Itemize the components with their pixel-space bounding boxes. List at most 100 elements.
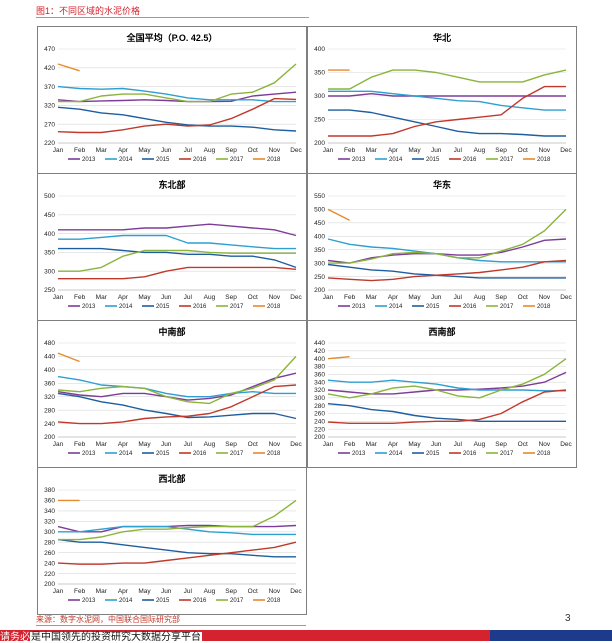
series-line-2013 — [57, 524, 297, 533]
legend-label: 2018 — [537, 304, 551, 310]
chart-svg: 西北部 200 220 240 260 280 300 320 340 360 380 Jan Feb M… — [44, 473, 302, 604]
series-line-2017 — [58, 499, 297, 541]
chart-panel-central-south: 中南部 200 240 280 320 360 400 440 480 Jan Feb Mar Apr M… — [37, 320, 307, 468]
x-tick-label: Apr — [118, 294, 129, 301]
x-tick-label: Sep — [225, 147, 237, 154]
y-tick-label: 370 — [44, 84, 55, 91]
y-tick-label: 240 — [314, 419, 325, 426]
y-tick-label: 440 — [44, 354, 55, 361]
legend-label: 2016 — [193, 451, 207, 457]
x-tick-label: Mar — [366, 147, 378, 154]
x-tick-label: Jan — [323, 294, 334, 301]
figure-title-rule — [36, 17, 309, 18]
series-line-2013 — [57, 91, 297, 103]
legend-label: 2013 — [82, 157, 96, 163]
series-line-2016 — [57, 97, 297, 134]
x-tick-label: Apr — [118, 441, 129, 448]
series-line-2016 — [58, 266, 297, 280]
series-line-2016 — [328, 85, 566, 137]
x-tick-label: Dec — [560, 147, 572, 154]
x-tick-label: Mar — [96, 294, 108, 301]
x-tick-label: Apr — [388, 147, 399, 154]
x-tick-label: Dec — [290, 147, 302, 154]
x-tick-label: Dec — [560, 441, 572, 448]
x-tick-label: Dec — [290, 588, 302, 595]
x-tick-label: Sep — [225, 294, 237, 301]
y-tick-label: 400 — [314, 46, 325, 53]
legend-label: 2016 — [463, 451, 477, 457]
x-tick-label: Nov — [539, 441, 551, 448]
y-tick-label: 250 — [44, 287, 55, 294]
y-tick-label: 200 — [314, 287, 325, 294]
y-tick-label: 550 — [314, 193, 325, 200]
x-tick-label: Aug — [204, 588, 216, 595]
x-tick-label: Feb — [344, 147, 356, 154]
y-tick-label: 320 — [44, 394, 55, 401]
chart-panel-national: 全国平均（P.O. 42.5） 220 270 320 370 420 470 Jan Feb M… — [37, 26, 307, 174]
legend-label: 2014 — [389, 304, 403, 310]
y-tick-label: 400 — [44, 367, 55, 374]
x-tick-label: Jul — [184, 147, 193, 154]
x-tick-label: Jul — [184, 294, 193, 301]
y-tick-label: 280 — [314, 403, 325, 410]
legend-label: 2016 — [193, 598, 207, 604]
x-tick-label: Sep — [495, 441, 507, 448]
legend-label: 2017 — [230, 598, 244, 604]
legend-label: 2013 — [82, 451, 96, 457]
legend-label: 2018 — [267, 451, 281, 457]
series-line-2016 — [57, 384, 297, 425]
y-tick-label: 280 — [44, 407, 55, 414]
x-tick-label: Dec — [290, 294, 302, 301]
x-tick-label: Aug — [474, 294, 486, 301]
chart-svg: 西南部 2002202402602803003203403603804004204… — [314, 326, 572, 457]
x-tick-label: Jul — [454, 441, 463, 448]
series-line-2018 — [57, 63, 80, 72]
x-tick-label: Aug — [474, 147, 486, 154]
y-tick-label: 300 — [44, 529, 55, 536]
legend-label: 2018 — [267, 304, 281, 310]
x-tick-label: May — [408, 441, 421, 448]
legend-label: 2015 — [426, 451, 440, 457]
series-line-2017 — [328, 208, 567, 264]
legend-label: 2018 — [537, 157, 551, 163]
legend-label: 2016 — [193, 157, 207, 163]
x-tick-label: Mar — [366, 294, 378, 301]
y-tick-label: 340 — [314, 379, 325, 386]
legend-label: 2014 — [119, 598, 133, 604]
y-tick-label: 450 — [314, 220, 325, 227]
y-tick-label: 200 — [314, 434, 325, 441]
x-tick-label: Mar — [96, 147, 108, 154]
x-tick-label: Nov — [269, 147, 281, 154]
y-tick-label: 300 — [314, 260, 325, 267]
x-tick-label: Jun — [431, 441, 442, 448]
y-tick-label: 350 — [314, 247, 325, 254]
y-tick-label: 220 — [44, 140, 55, 147]
y-tick-label: 400 — [314, 233, 325, 240]
x-tick-label: Jul — [184, 588, 193, 595]
y-tick-label: 350 — [44, 250, 55, 257]
y-tick-label: 240 — [44, 421, 55, 428]
legend-label: 2016 — [463, 304, 477, 310]
x-tick-label: Feb — [74, 147, 86, 154]
x-tick-label: May — [138, 294, 151, 301]
y-tick-label: 200 — [44, 434, 55, 441]
legend-label: 2014 — [389, 451, 403, 457]
legend-label: 2018 — [537, 451, 551, 457]
x-tick-label: Sep — [225, 588, 237, 595]
y-tick-label: 260 — [314, 411, 325, 418]
x-tick-label: Jan — [53, 294, 64, 301]
x-tick-label: Jun — [161, 294, 172, 301]
x-tick-label: Sep — [495, 147, 507, 154]
y-tick-label: 280 — [44, 539, 55, 546]
legend-label: 2013 — [352, 157, 366, 163]
legend-label: 2017 — [230, 157, 244, 163]
chart-svg: 东北部 250 300 350 400 450 500 Jan Feb Mar Apr May Jun J… — [44, 179, 302, 310]
series-line-2017 — [57, 355, 297, 405]
legend-label: 2015 — [156, 598, 170, 604]
chart-panel-northwest: 西北部 200 220 240 260 280 300 320 340 360 380 Jan Feb M… — [37, 467, 307, 615]
series-line-2016 — [327, 259, 567, 282]
series-line-2014 — [327, 238, 566, 263]
footer-bar-red — [0, 630, 490, 641]
legend-label: 2018 — [267, 157, 281, 163]
chart-panel-northeast: 东北部 250 300 350 400 450 500 Jan Feb Mar Apr May Jun J… — [37, 173, 307, 321]
